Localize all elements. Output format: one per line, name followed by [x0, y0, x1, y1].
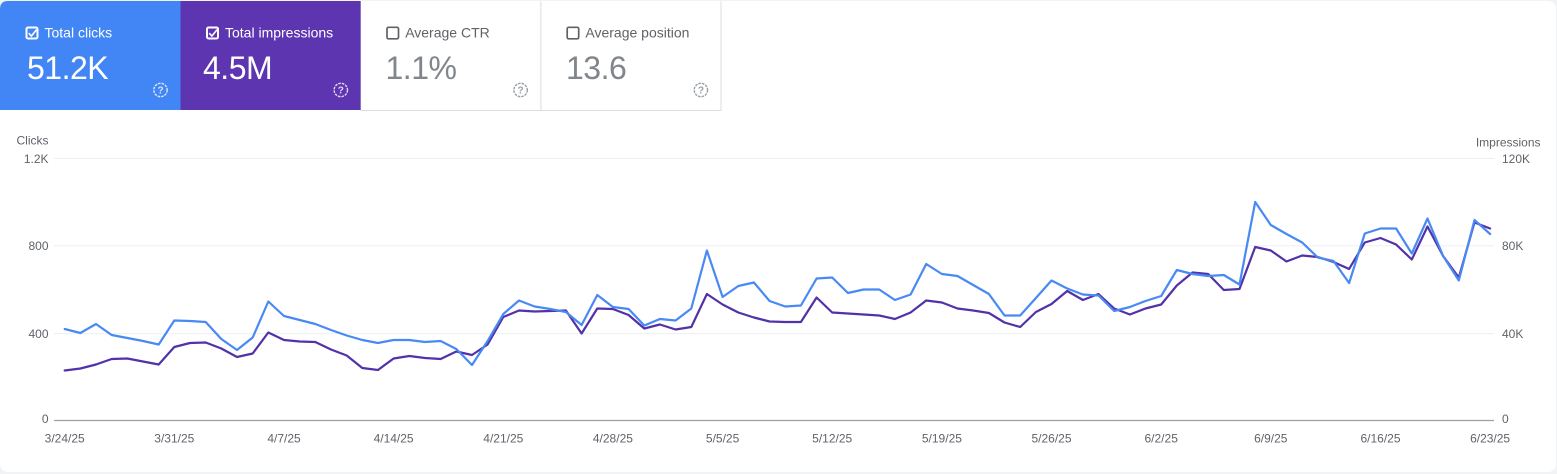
svg-text:5/12/25: 5/12/25 [812, 432, 852, 446]
svg-text:4/7/25: 4/7/25 [267, 432, 301, 446]
svg-text:?: ? [157, 86, 163, 97]
svg-text:3/24/25: 3/24/25 [45, 432, 85, 446]
svg-text:4.5M: 4.5M [203, 50, 272, 86]
svg-text:40K: 40K [1502, 327, 1523, 341]
svg-text:5/5/25: 5/5/25 [706, 432, 740, 446]
svg-text:?: ? [518, 86, 524, 97]
svg-text:Total impressions: Total impressions [225, 25, 333, 41]
svg-text:5/19/25: 5/19/25 [922, 432, 962, 446]
svg-text:6/16/25: 6/16/25 [1360, 432, 1400, 446]
svg-text:80K: 80K [1502, 239, 1523, 253]
svg-text:120K: 120K [1502, 152, 1530, 166]
svg-text:6/2/25: 6/2/25 [1145, 432, 1179, 446]
svg-text:1.1%: 1.1% [386, 50, 457, 86]
svg-text:6/23/25: 6/23/25 [1470, 432, 1510, 446]
svg-text:Average position: Average position [585, 25, 689, 41]
svg-text:Total clicks: Total clicks [45, 25, 113, 41]
svg-text:3/31/25: 3/31/25 [154, 432, 194, 446]
svg-text:400: 400 [28, 327, 48, 341]
svg-text:4/14/25: 4/14/25 [374, 432, 414, 446]
svg-text:51.2K: 51.2K [27, 50, 108, 86]
svg-text:0: 0 [1502, 412, 1509, 426]
svg-text:4/28/25: 4/28/25 [593, 432, 633, 446]
svg-text:0: 0 [42, 412, 49, 426]
svg-text:1.2K: 1.2K [24, 152, 49, 166]
svg-text:13.6: 13.6 [566, 50, 626, 86]
svg-text:6/9/25: 6/9/25 [1254, 432, 1288, 446]
svg-text:4/21/25: 4/21/25 [483, 432, 523, 446]
svg-text:5/26/25: 5/26/25 [1031, 432, 1071, 446]
svg-text:Average CTR: Average CTR [405, 25, 490, 41]
svg-text:Clicks: Clicks [17, 134, 49, 148]
svg-text:800: 800 [28, 239, 48, 253]
svg-text:?: ? [698, 86, 704, 97]
svg-text:?: ? [338, 86, 344, 97]
svg-text:Impressions: Impressions [1476, 136, 1541, 150]
